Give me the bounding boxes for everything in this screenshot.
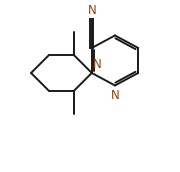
Text: N: N: [93, 58, 101, 71]
Text: N: N: [87, 4, 96, 17]
Text: N: N: [111, 89, 119, 102]
